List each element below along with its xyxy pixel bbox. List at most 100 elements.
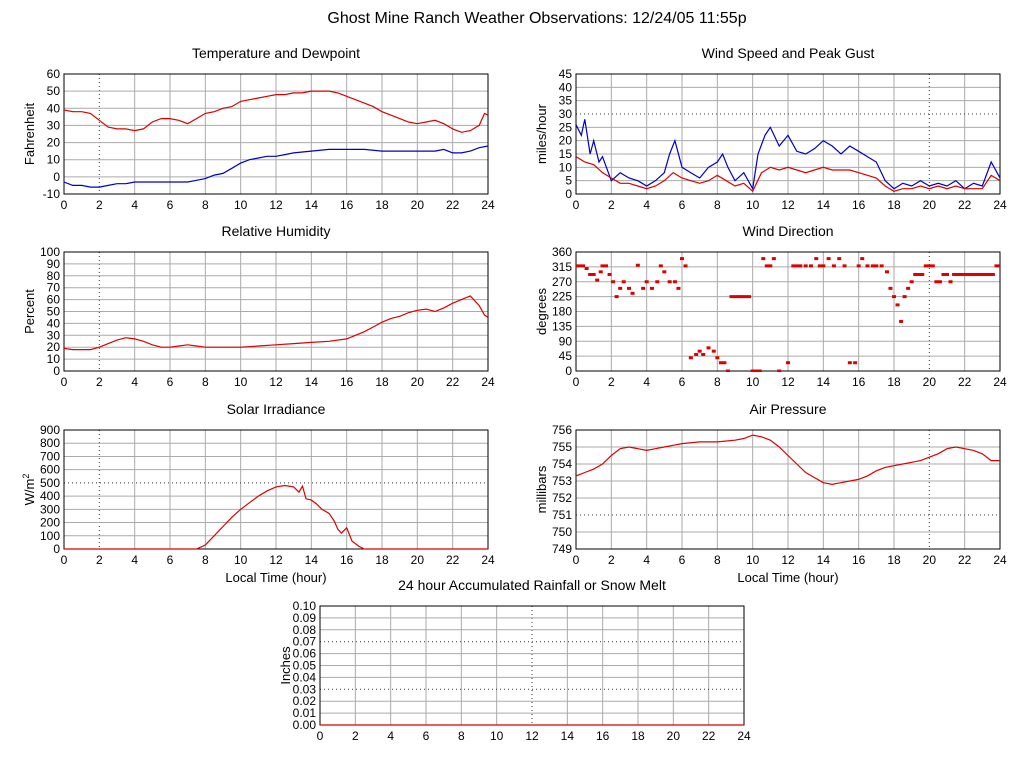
y-tick-label: 80 — [47, 269, 61, 283]
x-tick-label: 16 — [340, 375, 354, 389]
x-tick-label: 20 — [923, 375, 937, 389]
data-point — [581, 264, 586, 268]
data-point — [725, 369, 730, 372]
y-tick-label: 900 — [40, 423, 60, 437]
x-tick-label: 2 — [352, 729, 359, 743]
plot-frame — [575, 251, 1001, 372]
data-point — [740, 295, 745, 299]
x-tick-label: 2 — [608, 198, 615, 212]
data-point — [743, 295, 748, 299]
data-point — [990, 272, 995, 276]
data-point — [853, 361, 858, 365]
x-tick-label: 12 — [269, 375, 283, 389]
data-point — [733, 295, 737, 299]
data-point — [927, 264, 932, 268]
data-point — [856, 264, 861, 268]
data-point — [736, 295, 741, 299]
data-point — [870, 264, 875, 268]
y-tick-label: 200 — [40, 516, 60, 530]
x-tick-label: 4 — [643, 375, 650, 389]
y-tick-label: 0.04 — [293, 670, 317, 684]
y-tick-label: 50 — [47, 84, 61, 98]
y-axis-label: degrees — [534, 288, 549, 335]
data-point — [973, 272, 978, 276]
data-point — [987, 272, 992, 276]
y-tick-label: 600 — [40, 463, 60, 477]
data-point — [902, 295, 907, 299]
data-point — [892, 295, 896, 299]
series-group — [64, 484, 488, 550]
data-point — [808, 264, 813, 268]
y-tick-label: 800 — [40, 436, 60, 450]
x-tick-label: 16 — [852, 198, 866, 212]
y-tick-label: 30 — [47, 118, 61, 132]
chart-title: Temperature and Dewpoint — [192, 45, 360, 61]
x-tick-label: 0 — [317, 729, 324, 743]
x-tick-label: 8 — [202, 198, 209, 212]
y-tick-label: 0.06 — [293, 647, 317, 661]
data-point — [980, 272, 985, 276]
x-tick-label: 22 — [958, 553, 972, 567]
y-tick-label: 0 — [565, 187, 572, 201]
data-point — [888, 286, 893, 290]
data-point — [955, 272, 960, 276]
x-tick-label: 16 — [340, 553, 354, 567]
data-point — [831, 264, 836, 268]
data-point — [952, 272, 957, 276]
y-tick-label: 400 — [40, 489, 60, 503]
data-point — [591, 272, 596, 276]
data-point — [598, 270, 603, 274]
data-point — [641, 286, 646, 290]
series-line-0 — [576, 119, 1000, 191]
data-point — [969, 272, 974, 276]
x-tick-label: 20 — [411, 375, 425, 389]
data-point — [771, 257, 776, 261]
data-point — [711, 349, 716, 353]
x-tick-label: 24 — [481, 553, 495, 567]
x-tick-label: 0 — [61, 375, 68, 389]
plot-frame — [63, 251, 489, 372]
series-group — [64, 90, 488, 188]
x-tick-label: 24 — [481, 375, 495, 389]
y-tick-label: 0 — [53, 364, 60, 378]
data-point — [706, 346, 711, 350]
y-tick-label: 135 — [552, 319, 572, 333]
chart-title: Relative Humidity — [222, 223, 331, 239]
data-point — [899, 319, 904, 323]
x-tick-label: 0 — [61, 198, 68, 212]
x-tick-label: 4 — [131, 553, 138, 567]
data-point — [576, 264, 578, 268]
data-point — [798, 264, 803, 268]
x-tick-label: 4 — [387, 729, 394, 743]
y-tick-label: 0.00 — [293, 718, 317, 732]
y-tick-label: 0 — [53, 542, 60, 556]
data-point — [718, 361, 723, 365]
plot-frame — [575, 429, 1001, 550]
x-tick-label: 14 — [561, 729, 575, 743]
y-tick-label: 300 — [40, 502, 60, 516]
y-tick-label: 45 — [559, 67, 573, 81]
y-tick-label: 755 — [552, 440, 572, 454]
data-point — [826, 257, 831, 261]
y-tick-label: 0 — [565, 364, 572, 378]
data-point — [621, 280, 626, 284]
y-axis-label: W/m2 — [21, 474, 37, 506]
data-point — [697, 349, 702, 353]
data-point — [803, 264, 808, 268]
data-point — [794, 264, 799, 268]
x-tick-label: 6 — [679, 198, 686, 212]
x-tick-label: 4 — [643, 553, 650, 567]
data-point — [786, 361, 790, 365]
data-point — [764, 264, 769, 268]
data-point — [895, 303, 900, 307]
data-point — [874, 264, 879, 268]
y-tick-label: 754 — [552, 457, 572, 471]
x-tick-label: 20 — [923, 198, 937, 212]
page-title: Ghost Mine Ranch Weather Observations: 1… — [327, 10, 746, 27]
x-tick-label: 14 — [305, 375, 319, 389]
y-tick-label: 0.01 — [293, 706, 317, 720]
data-point — [658, 264, 663, 268]
x-tick-label: 8 — [458, 729, 465, 743]
